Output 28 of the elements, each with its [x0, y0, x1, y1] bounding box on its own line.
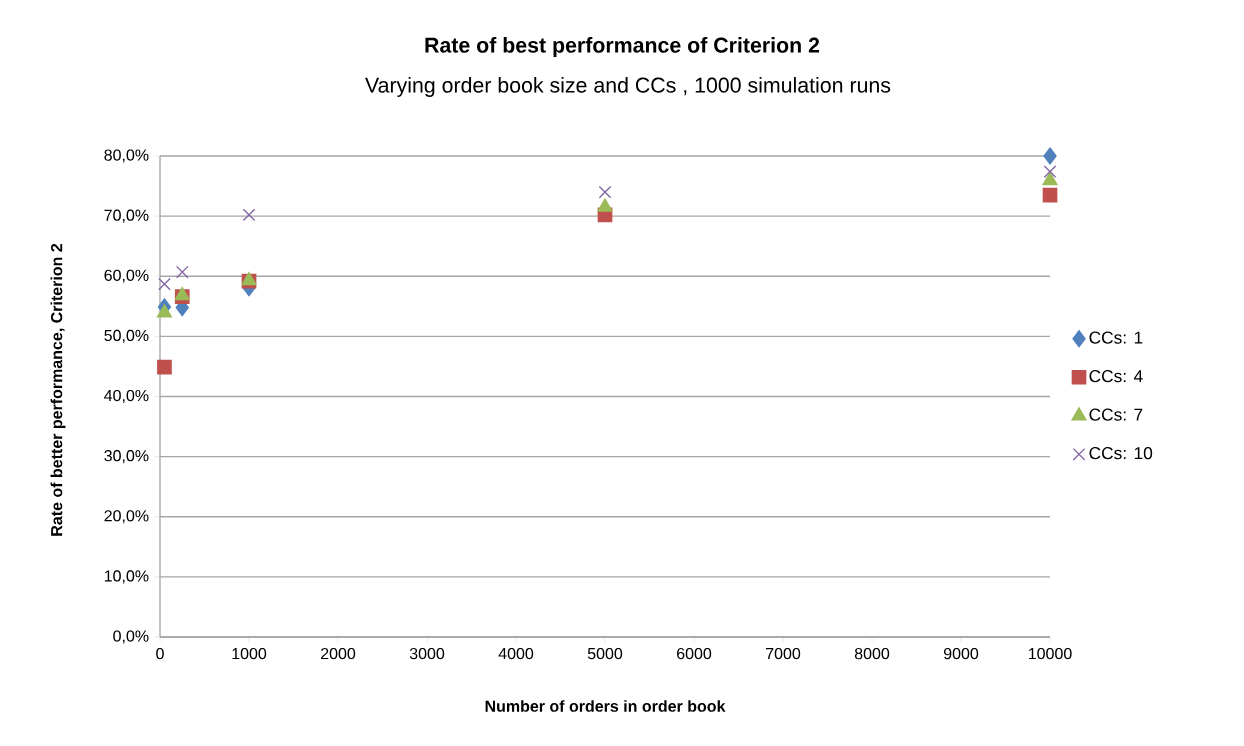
legend-label: CCs: 1	[1089, 331, 1143, 344]
y-tick-label: 30,0%	[104, 450, 149, 464]
y-tick-label: 60,0%	[104, 269, 149, 283]
x-tick-label: 7000	[766, 647, 801, 660]
legend-label: CCs: 7	[1089, 408, 1143, 421]
x-tick-label: 5000	[587, 647, 623, 660]
x-tick-label: 6000	[677, 647, 712, 660]
x-tick-label: 3000	[409, 647, 445, 660]
legend-label: CCs: 4	[1089, 369, 1143, 383]
x-tick-label: 2000	[321, 647, 356, 660]
y-tick-label: 40,0%	[104, 389, 149, 404]
y-axis-title: Rate of better performance, Criterion 2	[50, 243, 66, 536]
chart-subtitle: Varying order book size and CCs , 1000 simulation runs	[365, 77, 891, 97]
x-tick-label: 9000	[943, 647, 979, 660]
x-tick-label: 10000	[1028, 647, 1072, 660]
y-tick-label: 80,0%	[104, 149, 149, 163]
y-tick-label: 50,0%	[104, 329, 149, 343]
x-tick-label: 0	[156, 647, 164, 660]
x-tick-label: 8000	[854, 647, 890, 660]
y-tick-label: 10,0%	[104, 570, 149, 584]
y-tick-label: 0,0%	[113, 630, 149, 644]
x-tick-label: 1000	[232, 647, 267, 660]
chart-title: Rate of best performance of Criterion 2	[425, 37, 820, 57]
y-tick-label: 70,0%	[104, 209, 149, 223]
legend-label: CCs: 10	[1089, 447, 1153, 460]
x-tick-label: 4000	[498, 647, 534, 660]
y-tick-label: 20,0%	[104, 510, 149, 524]
x-axis-title: Number of orders in order book	[485, 700, 726, 712]
